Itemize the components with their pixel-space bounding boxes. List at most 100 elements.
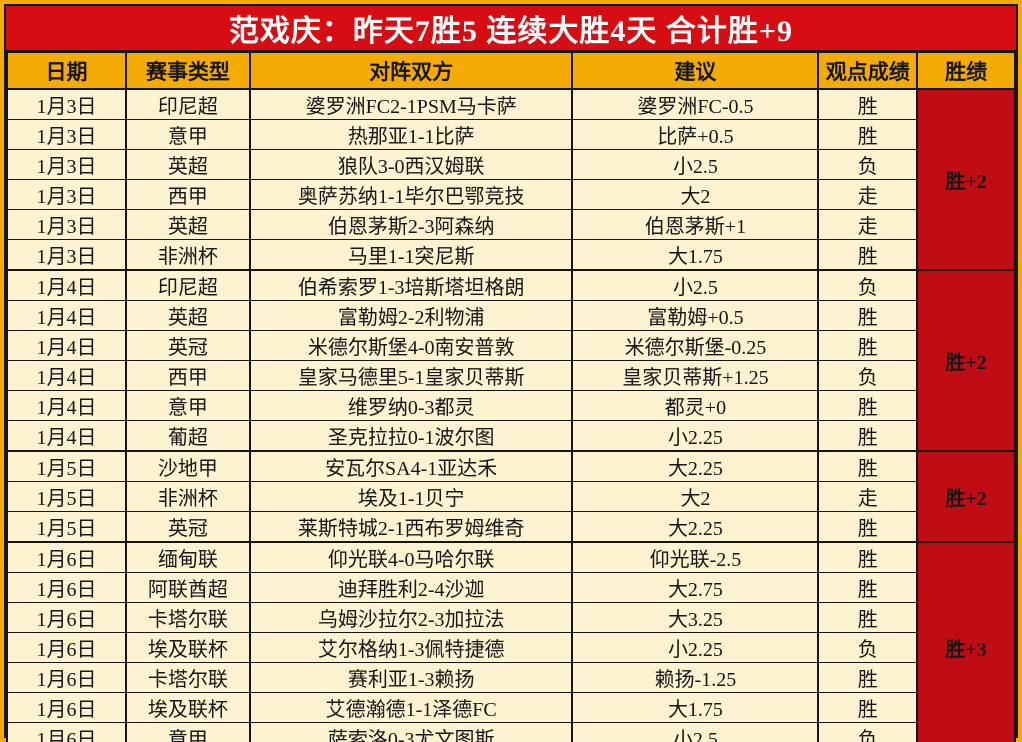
table-row: 1月6日 阿联酋超 迪拜胜利2-4沙迦 大2.75 胜 [6,572,1015,603]
cell-match: 赛利亚1-3赖扬 [248,662,574,693]
cell-league: 意甲 [124,119,251,150]
cell-league: 印尼超 [124,88,251,120]
page-title: 范戏庆：昨天7胜5 连续大胜4天 合计胜+9 [6,6,1016,52]
table-row: 1月6日 埃及联杯 艾德瀚德1-1泽德FC 大1.75 胜 [6,692,1015,723]
cell-result: 走 [817,209,919,240]
cell-date: 1月6日 [6,692,127,723]
cell-date: 1月4日 [6,420,127,452]
cell-match: 维罗纳0-3都灵 [248,390,574,421]
table-row: 1月4日 意甲 维罗纳0-3都灵 都灵+0 胜 [6,390,1015,421]
cell-advice: 大2.25 [571,511,820,543]
column-header-match: 对阵双方 [248,52,574,90]
cell-match: 埃及1-1贝宁 [248,481,574,512]
cell-date: 1月4日 [6,390,127,421]
cell-result: 负 [817,149,919,180]
cell-league: 非洲杯 [124,481,251,512]
cell-match: 富勒姆2-2利物浦 [248,300,574,331]
cell-date: 1月3日 [6,209,127,240]
cell-match: 皇家马德里5-1皇家贝蒂斯 [248,360,574,391]
column-header-result: 观点成绩 [817,52,919,90]
cell-advice: 伯恩茅斯+1 [571,209,820,240]
cell-league: 葡超 [124,420,251,452]
cell-date: 1月3日 [6,88,127,120]
cell-league: 卡塔尔联 [124,662,251,693]
table-row: 1月4日 西甲 皇家马德里5-1皇家贝蒂斯 皇家贝蒂斯+1.25 负 [6,360,1015,391]
cell-league: 埃及联杯 [124,632,251,663]
cell-date: 1月5日 [6,481,127,512]
column-header-summary: 胜绩 [916,52,1016,90]
cell-result: 负 [817,632,919,663]
cell-date: 1月3日 [6,179,127,210]
table-row: 1月6日 意甲 萨索洛0-3尤文图斯 小2.5 负 [6,722,1015,742]
cell-advice: 仰光联-2.5 [571,541,820,573]
cell-date: 1月4日 [6,360,127,391]
cell-result: 胜 [817,692,919,723]
cell-league: 英超 [124,149,251,180]
group-summary-cell: 胜+3 [916,541,1016,742]
cell-result: 胜 [817,511,919,543]
cell-league: 沙地甲 [124,450,251,482]
cell-match: 艾德瀚德1-1泽德FC [248,692,574,723]
cell-result: 胜 [817,119,919,150]
table-row: 1月6日 卡塔尔联 乌姆沙拉尔2-3加拉法 大3.25 胜 [6,602,1015,633]
cell-match: 马里1-1突尼斯 [248,239,574,271]
cell-result: 胜 [817,390,919,421]
cell-advice: 小2.5 [571,149,820,180]
cell-league: 意甲 [124,390,251,421]
cell-date: 1月6日 [6,572,127,603]
cell-match: 热那亚1-1比萨 [248,119,574,150]
cell-result: 负 [817,269,919,301]
column-header-date: 日期 [6,52,127,90]
table-row: 1月3日 印尼超 婆罗洲FC2-1PSM马卡萨 婆罗洲FC-0.5 胜胜+2 [6,88,1016,271]
cell-match: 奥萨苏纳1-1毕尔巴鄂竞技 [248,179,574,210]
group-summary-cell: 胜+2 [916,450,1016,543]
table-row: 1月3日 英超 伯恩茅斯2-3阿森纳 伯恩茅斯+1 走 [6,209,1015,240]
cell-result: 胜 [817,88,919,120]
cell-league: 非洲杯 [124,239,251,271]
cell-date: 1月3日 [6,149,127,180]
cell-date: 1月4日 [6,300,127,331]
cell-date: 1月6日 [6,662,127,693]
cell-match: 伯恩茅斯2-3阿森纳 [248,209,574,240]
cell-match: 乌姆沙拉尔2-3加拉法 [248,602,574,633]
cell-league: 西甲 [124,360,251,391]
cell-advice: 婆罗洲FC-0.5 [571,88,820,120]
cell-result: 胜 [817,572,919,603]
cell-result: 胜 [817,662,919,693]
cell-result: 胜 [817,450,919,482]
cell-result: 胜 [817,541,919,573]
cell-result: 胜 [817,300,919,331]
table-row: 1月4日 葡超 圣克拉拉0-1波尔图 小2.25 胜 [6,420,1015,452]
table-body: 1月3日 印尼超 婆罗洲FC2-1PSM马卡萨 婆罗洲FC-0.5 胜胜+2 1月3日 意甲… [6,88,1016,742]
cell-date: 1月3日 [6,239,127,271]
cell-league: 英冠 [124,511,251,543]
cell-advice: 赖扬-1.25 [571,662,820,693]
cell-league: 英冠 [124,330,251,361]
table-row: 1月6日 缅甸联 仰光联4-0马哈尔联 仰光联-2.5 胜胜+3 [6,541,1016,742]
cell-advice: 小2.5 [571,269,820,301]
cell-league: 卡塔尔联 [124,602,251,633]
table-row: 1月3日 西甲 奥萨苏纳1-1毕尔巴鄂竞技 大2 走 [6,179,1015,210]
cell-match: 迪拜胜利2-4沙迦 [248,572,574,603]
cell-result: 负 [817,360,919,391]
cell-match: 仰光联4-0马哈尔联 [248,541,574,573]
cell-result: 胜 [817,420,919,452]
cell-result: 走 [817,481,919,512]
cell-advice: 小2.25 [571,420,820,452]
cell-advice: 大2.75 [571,572,820,603]
cell-result: 负 [817,722,919,742]
table-row: 1月4日 印尼超 伯希索罗1-3培斯塔坦格朗 小2.5 负胜+2 [6,269,1016,452]
cell-date: 1月6日 [6,602,127,633]
cell-advice: 小2.5 [571,722,820,742]
results-table: 日期 赛事类型 对阵双方 建议 观点成绩 胜绩 1月3日 印尼超 婆罗洲FC2-1PSM马卡萨… [6,52,1016,742]
cell-advice: 小2.25 [571,632,820,663]
cell-match: 米德尔斯堡4-0南安普敦 [248,330,574,361]
cell-advice: 都灵+0 [571,390,820,421]
cell-result: 胜 [817,330,919,361]
cell-date: 1月3日 [6,119,127,150]
column-header-league: 赛事类型 [124,52,251,90]
table-row: 1月3日 意甲 热那亚1-1比萨 比萨+0.5 胜 [6,119,1015,150]
table-row: 1月5日 沙地甲 安瓦尔SA4-1亚达禾 大2.25 胜胜+2 [6,450,1016,543]
table-row: 1月3日 非洲杯 马里1-1突尼斯 大1.75 胜 [6,239,1015,271]
